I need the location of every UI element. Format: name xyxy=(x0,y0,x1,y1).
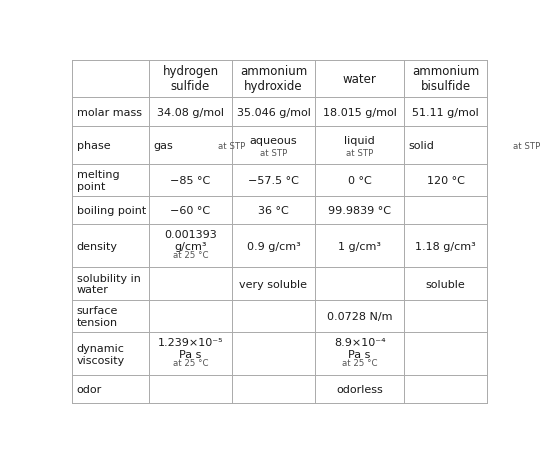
Text: 120 °C: 120 °C xyxy=(427,176,465,186)
Text: at STP: at STP xyxy=(346,149,373,158)
Text: 8.9×10⁻⁴
Pa s: 8.9×10⁻⁴ Pa s xyxy=(334,338,385,359)
Text: 1 g/cm³: 1 g/cm³ xyxy=(338,241,381,251)
Text: −85 °C: −85 °C xyxy=(170,176,211,186)
Text: 36 °C: 36 °C xyxy=(258,206,289,216)
Text: 0.0728 N/m: 0.0728 N/m xyxy=(327,312,393,322)
Text: at STP: at STP xyxy=(218,141,245,150)
Text: 51.11 g/mol: 51.11 g/mol xyxy=(412,107,479,118)
Text: 18.015 g/mol: 18.015 g/mol xyxy=(323,107,396,118)
Text: soluble: soluble xyxy=(426,279,466,289)
Text: molar mass: molar mass xyxy=(76,107,142,118)
Text: very soluble: very soluble xyxy=(240,279,307,289)
Text: aqueous: aqueous xyxy=(250,136,297,146)
Text: solid: solid xyxy=(408,141,434,151)
Text: 1.18 g/cm³: 1.18 g/cm³ xyxy=(416,241,476,251)
Text: −57.5 °C: −57.5 °C xyxy=(248,176,299,186)
Text: ammonium
bisulfide: ammonium bisulfide xyxy=(412,65,479,93)
Text: 1.239×10⁻⁵
Pa s: 1.239×10⁻⁵ Pa s xyxy=(158,338,223,359)
Text: 0 °C: 0 °C xyxy=(348,176,371,186)
Text: phase: phase xyxy=(76,141,110,151)
Text: gas: gas xyxy=(153,141,173,151)
Text: at 25 °C: at 25 °C xyxy=(173,358,208,367)
Text: water: water xyxy=(343,73,377,86)
Text: at STP: at STP xyxy=(513,141,541,150)
Text: liquid: liquid xyxy=(344,136,375,146)
Text: at STP: at STP xyxy=(260,149,287,158)
Text: hydrogen
sulfide: hydrogen sulfide xyxy=(163,65,218,93)
Text: surface
tension: surface tension xyxy=(76,306,118,327)
Text: odorless: odorless xyxy=(336,384,383,394)
Text: boiling point: boiling point xyxy=(76,206,146,216)
Text: 0.001393
g/cm³: 0.001393 g/cm³ xyxy=(164,230,217,252)
Text: 99.9839 °C: 99.9839 °C xyxy=(328,206,391,216)
Text: ammonium
hydroxide: ammonium hydroxide xyxy=(240,65,307,93)
Text: dynamic
viscosity: dynamic viscosity xyxy=(76,343,125,365)
Text: 34.08 g/mol: 34.08 g/mol xyxy=(157,107,224,118)
Text: melting
point: melting point xyxy=(76,170,120,191)
Text: odor: odor xyxy=(76,384,102,394)
Text: solubility in
water: solubility in water xyxy=(76,273,140,295)
Text: 0.9 g/cm³: 0.9 g/cm³ xyxy=(247,241,300,251)
Text: at 25 °C: at 25 °C xyxy=(173,250,208,259)
Text: density: density xyxy=(76,241,118,251)
Text: −60 °C: −60 °C xyxy=(170,206,211,216)
Text: at 25 °C: at 25 °C xyxy=(342,358,377,367)
Text: 35.046 g/mol: 35.046 g/mol xyxy=(236,107,310,118)
